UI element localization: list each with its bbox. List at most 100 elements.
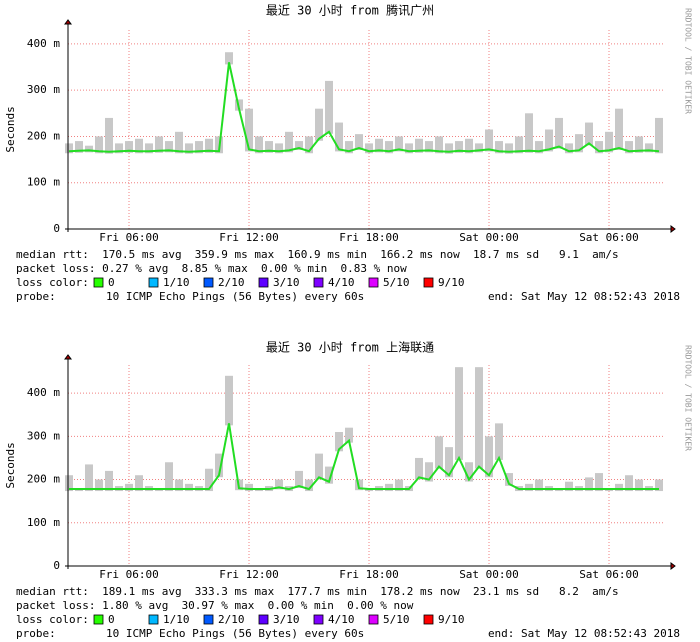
legend-entry: 4/10: [328, 276, 355, 289]
x-tick-label: Fri 06:00: [99, 568, 159, 581]
smoke: [85, 145, 93, 153]
smoke: [645, 143, 653, 153]
smoke: [65, 143, 73, 154]
x-axis: [65, 562, 676, 570]
smoke: [515, 136, 523, 154]
smoke: [185, 143, 193, 154]
y-tick-label: 100 m: [27, 176, 60, 189]
smoke: [345, 427, 353, 443]
legend-entry: 1/10: [163, 613, 190, 626]
legend-entry: 3/10: [273, 276, 300, 289]
smoke: [315, 108, 323, 141]
legend-entry: 9/10: [438, 613, 465, 626]
legend-swatch: [258, 277, 269, 288]
smoke: [95, 479, 103, 492]
smoke: [635, 479, 643, 492]
legend-label: loss color:: [16, 276, 89, 289]
legend-entry: 5/10: [383, 613, 410, 626]
smoke: [195, 141, 203, 154]
smoke: [495, 141, 503, 154]
y-tick-label: 400 m: [27, 386, 60, 399]
smoke: [95, 136, 103, 154]
smoke: [505, 143, 513, 154]
smoke: [355, 134, 363, 151]
x-tick-label: Fri 18:00: [339, 231, 399, 244]
y-tick-label: 0: [53, 222, 60, 235]
end-time: end: Sat May 12 08:52:43 2018: [488, 627, 680, 640]
legend-swatch: [313, 614, 324, 625]
y-tick-label: 300 m: [27, 83, 60, 96]
smoke: [305, 136, 313, 154]
smoke: [165, 141, 173, 153]
smoke: [625, 141, 633, 154]
smoke: [295, 470, 303, 489]
legend-swatch: [93, 614, 104, 625]
end-time: end: Sat May 12 08:52:43 2018: [488, 290, 680, 303]
smoke: [595, 141, 603, 154]
legend-entry: 2/10: [218, 276, 245, 289]
smoke: [595, 473, 603, 492]
legend-swatch: [203, 277, 214, 288]
smoke: [465, 138, 473, 154]
legend-entry: 0: [108, 613, 115, 626]
smoke: [505, 473, 513, 486]
smoke: [445, 447, 453, 478]
smoke: [605, 131, 613, 153]
legend-entry: 9/10: [438, 276, 465, 289]
smoke: [535, 479, 543, 492]
smoke: [245, 108, 253, 152]
smoke: [375, 138, 383, 153]
smoke: [415, 138, 423, 153]
legend-entry: 0: [108, 276, 115, 289]
smoke: [445, 143, 453, 154]
smoke: [425, 462, 433, 482]
y-axis: [64, 19, 72, 232]
smoke: [325, 466, 333, 484]
y-tick-label: 200 m: [27, 473, 60, 486]
watermark: RRDTOOL / TOBI OETIKER: [684, 345, 693, 451]
smoke: [365, 143, 373, 154]
smoke: [205, 138, 213, 153]
smoke: [415, 457, 423, 480]
smoke: [655, 479, 663, 492]
smoke: [585, 122, 593, 146]
probe-label: probe:: [16, 290, 56, 303]
smoke: [135, 475, 143, 492]
smoke: [135, 138, 143, 154]
y-tick-label: 400 m: [27, 37, 60, 50]
smoke: [485, 436, 493, 478]
smoke: [125, 483, 133, 492]
smoke: [225, 52, 233, 65]
smoke: [325, 80, 333, 134]
legend-swatch: [148, 277, 159, 288]
smoke: [565, 143, 573, 154]
legend-entry: 4/10: [328, 613, 355, 626]
smoke: [105, 470, 113, 492]
x-tick-label: Fri 06:00: [99, 231, 159, 244]
smoke: [425, 141, 433, 153]
probe: 10 ICMP Echo Pings (56 Bytes) every 60s: [106, 627, 364, 640]
smoke: [395, 479, 403, 492]
smoke: [185, 483, 193, 492]
smoke: [225, 375, 233, 426]
smoke: [345, 141, 353, 154]
smoke: [115, 143, 123, 154]
smoke: [435, 436, 443, 469]
smoke: [525, 483, 533, 492]
smoke: [575, 134, 583, 153]
smoke: [255, 136, 263, 154]
y-tick-label: 200 m: [27, 129, 60, 142]
x-tick-label: Fri 12:00: [219, 231, 279, 244]
smoke: [625, 475, 633, 492]
stats-line: packet loss: 0.27 % avg 8.85 % max 0.00 …: [16, 262, 407, 275]
smoke: [175, 479, 183, 492]
median-line: [68, 62, 660, 153]
x-tick-label: Sat 00:00: [459, 568, 519, 581]
smoke: [395, 136, 403, 152]
y-tick-label: 100 m: [27, 516, 60, 529]
smoke: [525, 113, 533, 153]
smoke: [85, 464, 93, 492]
y-tick-label: 300 m: [27, 429, 60, 442]
stats-line: packet loss: 1.80 % avg 30.97 % max 0.00…: [16, 599, 414, 612]
